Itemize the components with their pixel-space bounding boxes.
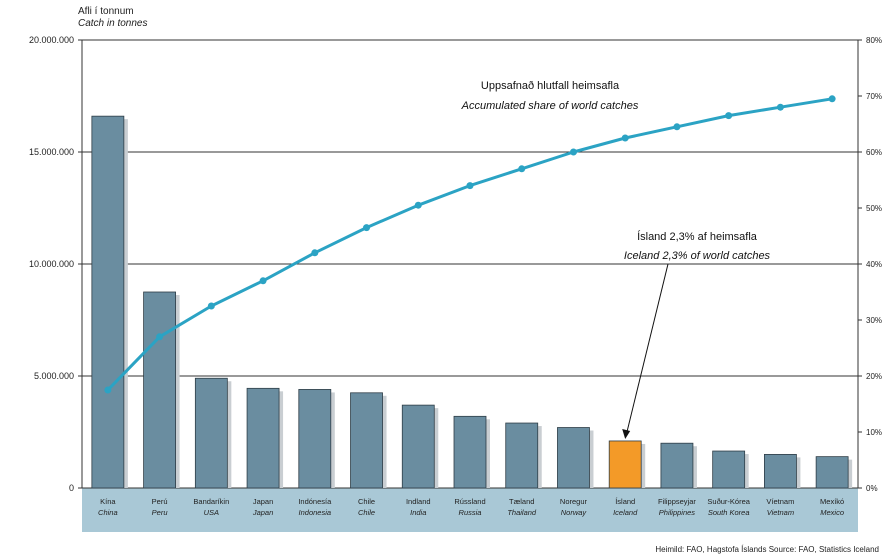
category-label-icelandic: Tæland — [509, 497, 534, 506]
cumulative-share-point — [621, 134, 629, 142]
y2-tick-label: 20% — [866, 372, 882, 381]
bar — [246, 387, 280, 489]
category-label-icelandic: Japan — [253, 497, 273, 506]
y2-tick-label: 50% — [866, 204, 882, 213]
y2-tick-label: 30% — [866, 316, 882, 325]
cumulative-share-point — [363, 224, 371, 232]
cumulative-share-point — [828, 95, 836, 103]
annotation-english: Iceland 2,3% of world catches — [624, 250, 771, 262]
category-label-english: Japan — [252, 508, 273, 517]
category-label-english: India — [410, 508, 426, 517]
bar — [557, 427, 590, 489]
bar — [660, 442, 694, 489]
bar — [350, 392, 383, 489]
cumulative-share-point — [259, 277, 267, 285]
bar — [712, 450, 746, 489]
bar — [608, 440, 642, 489]
category-label-english: Indonesia — [299, 508, 332, 517]
category-label-english: South Korea — [708, 508, 750, 517]
source-note: Heimild: FAO, Hagstofa Íslands Source: F… — [655, 545, 879, 554]
category-label-icelandic: Filippseyjar — [658, 497, 696, 506]
category-label-icelandic: Indónesía — [298, 497, 332, 506]
bar — [91, 115, 125, 489]
cumulative-share-point — [414, 201, 422, 209]
y-tick-label: 10.000.000 — [29, 259, 74, 269]
category-label-english: Peru — [152, 508, 169, 517]
bar — [401, 404, 435, 489]
cumulative-share-point — [311, 249, 319, 257]
y-axis-title-english: Catch in tonnes — [78, 18, 148, 29]
category-label-icelandic: Indland — [406, 497, 431, 506]
bar — [453, 415, 487, 489]
bar — [298, 389, 332, 489]
category-label-icelandic: Noregur — [560, 497, 588, 506]
category-label-english: Vietnam — [767, 508, 794, 517]
category-label-icelandic: Mexíkó — [820, 497, 844, 506]
category-label-english: Norway — [561, 508, 588, 517]
cumulative-share-point — [207, 302, 215, 310]
y2-tick-label: 10% — [866, 428, 882, 437]
category-label-english: China — [98, 508, 118, 517]
y2-tick-label: 0% — [866, 484, 878, 493]
cumulative-share-point — [725, 112, 733, 120]
annotation-arrow-line — [626, 263, 669, 432]
annotation-icelandic: Ísland 2,3% af heimsafla — [637, 230, 758, 243]
category-label-english: Russia — [459, 508, 482, 517]
y2-tick-label: 60% — [866, 148, 882, 157]
cumulative-share-point — [673, 123, 681, 131]
category-label-english: Mexico — [820, 508, 844, 517]
y-axis-title-icelandic: Afli í tonnum — [78, 6, 134, 17]
y2-tick-label: 40% — [866, 260, 882, 269]
category-label-english: Iceland — [613, 508, 638, 517]
annotation-arrow-head — [622, 428, 631, 439]
category-label-english: Thailand — [507, 508, 537, 517]
cumulative-share-point — [104, 386, 112, 394]
cumulative-share-point — [776, 103, 784, 111]
bar — [194, 377, 228, 489]
y2-tick-label: 80% — [866, 36, 882, 45]
y2-tick-label: 70% — [866, 92, 882, 101]
category-label-english: Chile — [358, 508, 375, 517]
line-series-label-icelandic: Uppsafnað hlutfall heimsafla — [481, 80, 620, 92]
y-tick-label: 15.000.000 — [29, 147, 74, 157]
category-band — [82, 488, 858, 532]
bar — [143, 291, 177, 489]
category-label-icelandic: Ísland — [615, 497, 635, 506]
category-label-english: Philippines — [659, 508, 696, 517]
y-tick-label: 5.000.000 — [34, 371, 74, 381]
line-series-label-english: Accumulated share of world catches — [461, 100, 639, 112]
category-label-icelandic: Víetnam — [766, 497, 794, 506]
category-label-icelandic: Rússland — [454, 497, 485, 506]
category-label-english: USA — [204, 508, 219, 517]
category-label-icelandic: Chile — [358, 497, 375, 506]
category-label-icelandic: Suður-Kórea — [707, 497, 750, 506]
cumulative-share-line — [106, 97, 833, 392]
cumulative-share-point — [518, 165, 526, 173]
category-label-icelandic: Bandaríkin — [193, 497, 229, 506]
bar — [764, 453, 797, 489]
category-label-icelandic: Kína — [100, 497, 116, 506]
bar — [815, 456, 849, 489]
category-label-icelandic: Perú — [152, 497, 168, 506]
cumulative-share-point — [466, 182, 474, 190]
y-tick-label: 0 — [69, 483, 74, 493]
y-tick-label: 20.000.000 — [29, 35, 74, 45]
cumulative-share-point — [569, 148, 577, 156]
bar — [505, 422, 539, 489]
cumulative-share-point — [156, 333, 164, 341]
